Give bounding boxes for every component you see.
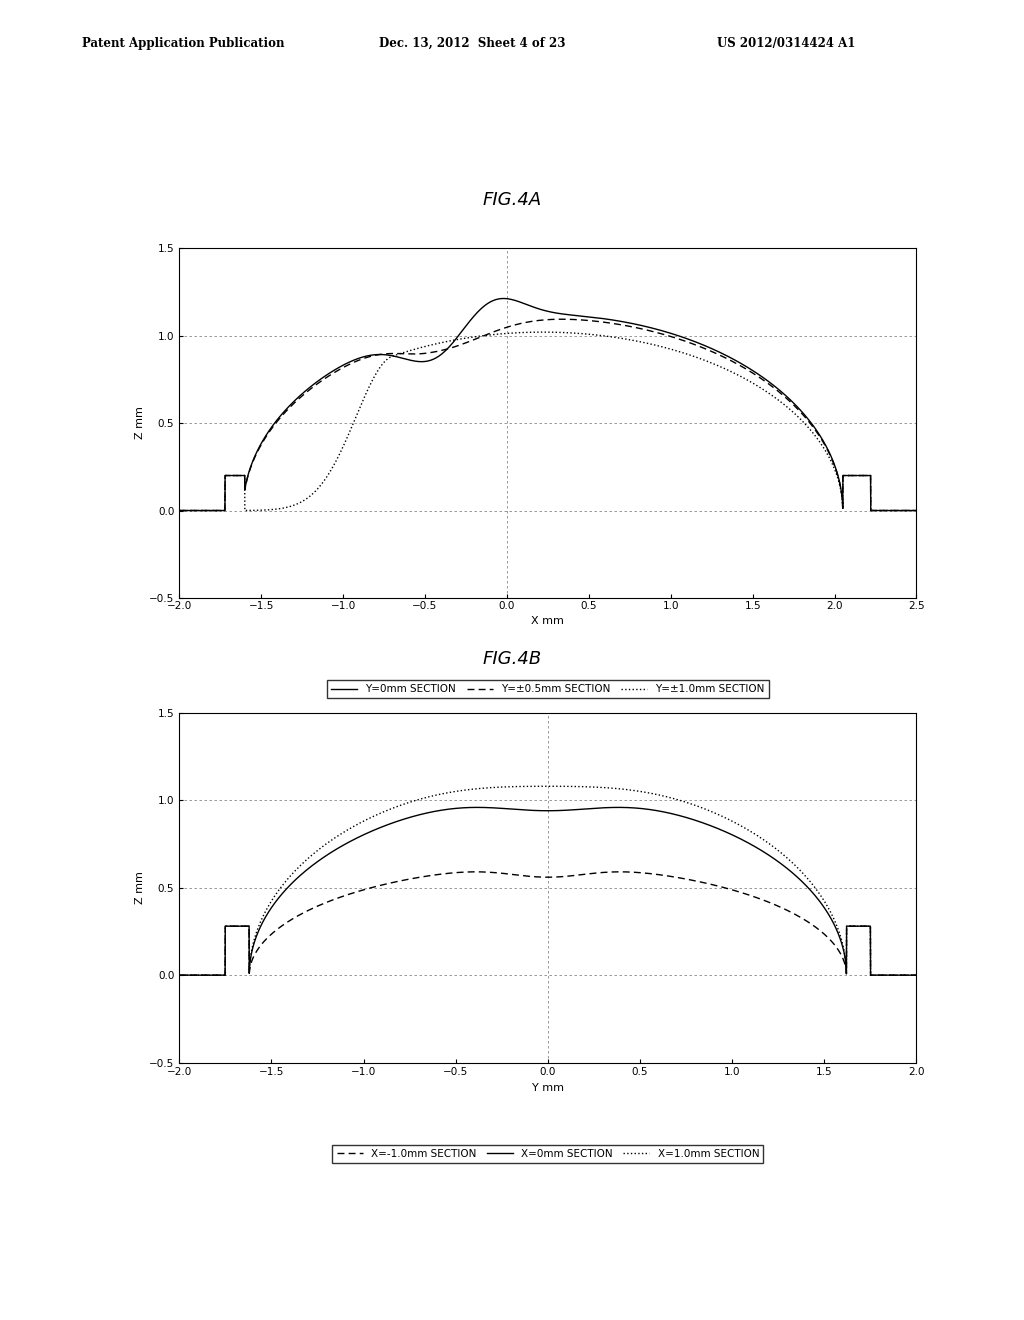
Text: FIG.4A: FIG.4A: [482, 190, 542, 209]
Y-axis label: Z mm: Z mm: [135, 871, 145, 904]
Legend: X=-1.0mm SECTION, X=0mm SECTION, X=1.0mm SECTION: X=-1.0mm SECTION, X=0mm SECTION, X=1.0mm…: [333, 1144, 763, 1163]
Text: US 2012/0314424 A1: US 2012/0314424 A1: [717, 37, 855, 50]
X-axis label: Y mm: Y mm: [531, 1082, 564, 1093]
Text: Dec. 13, 2012  Sheet 4 of 23: Dec. 13, 2012 Sheet 4 of 23: [379, 37, 565, 50]
Legend: Y=0mm SECTION, Y=±0.5mm SECTION, Y=±1.0mm SECTION: Y=0mm SECTION, Y=±0.5mm SECTION, Y=±1.0m…: [327, 680, 769, 698]
Text: Patent Application Publication: Patent Application Publication: [82, 37, 285, 50]
Text: FIG.4B: FIG.4B: [482, 649, 542, 668]
X-axis label: X mm: X mm: [531, 616, 564, 626]
Y-axis label: Z mm: Z mm: [135, 407, 145, 440]
